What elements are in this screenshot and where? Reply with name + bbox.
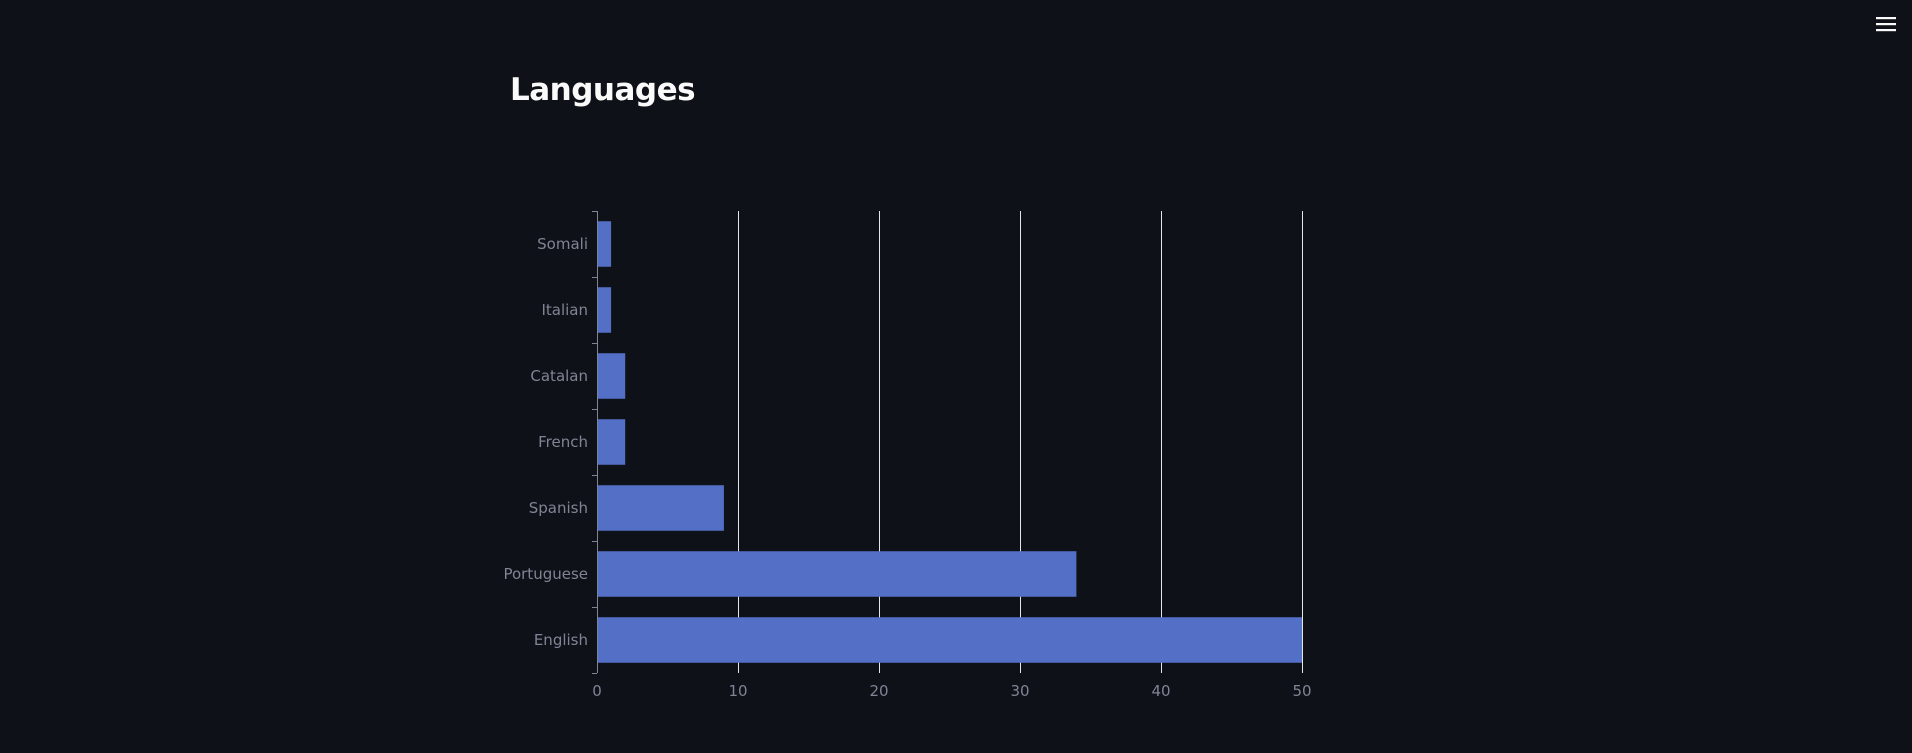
y-tick-label: Spanish xyxy=(529,499,588,517)
bar-somali xyxy=(597,221,612,267)
y-tick-label: French xyxy=(538,433,588,451)
x-tick-label: 30 xyxy=(1010,682,1029,700)
x-tick-label: 20 xyxy=(869,682,888,700)
x-tick-label: 0 xyxy=(592,682,602,700)
y-tick-label: Somali xyxy=(537,235,588,253)
y-tick-label: Portuguese xyxy=(503,565,588,583)
hamburger-menu-icon xyxy=(1876,17,1896,32)
y-tick-label: English xyxy=(534,631,588,649)
page-title: Languages xyxy=(510,72,696,108)
bar-portuguese xyxy=(597,551,1077,597)
bar-spanish xyxy=(597,485,724,531)
bar-catalan xyxy=(597,353,626,399)
bar-french xyxy=(597,419,626,465)
y-tick-label: Italian xyxy=(541,301,588,319)
main-menu-button[interactable] xyxy=(1874,12,1898,36)
x-tick-label: 50 xyxy=(1292,682,1311,700)
bar-italian xyxy=(597,287,612,333)
y-tick-label: Catalan xyxy=(530,367,588,385)
bar-english xyxy=(597,617,1302,663)
x-tick-label: 40 xyxy=(1151,682,1170,700)
x-tick-label: 10 xyxy=(728,682,747,700)
